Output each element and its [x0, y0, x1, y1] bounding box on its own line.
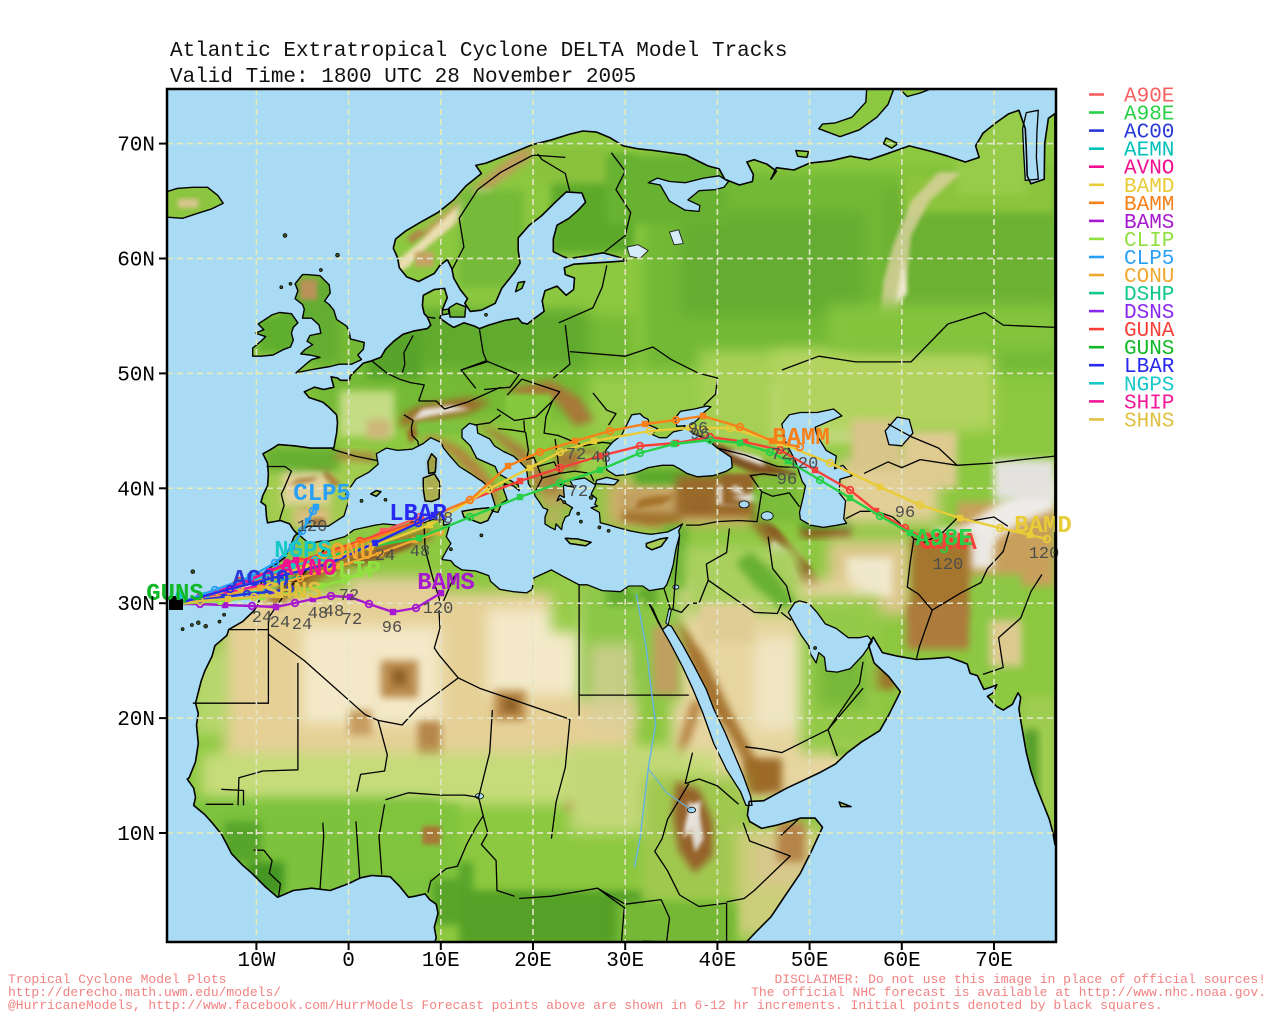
svg-text:BAMS: BAMS — [1124, 212, 1174, 235]
svg-text:The official NHC forecast is a: The official NHC forecast is available a… — [751, 985, 1266, 1000]
svg-text:20N: 20N — [117, 709, 155, 732]
svg-text:72: 72 — [566, 446, 586, 465]
svg-text:48: 48 — [308, 605, 328, 624]
svg-text:BAMD: BAMD — [1124, 176, 1174, 199]
svg-text:CONU: CONU — [316, 540, 374, 567]
svg-text:CLP5: CLP5 — [1124, 248, 1174, 271]
svg-text:CONU: CONU — [1124, 266, 1174, 289]
svg-text:DSHP: DSHP — [1124, 284, 1174, 307]
svg-text:Atlantic Extratropical Cyclone: Atlantic Extratropical Cyclone DELTA Mod… — [170, 40, 788, 63]
svg-text:DISCLAIMER: Do not use this im: DISCLAIMER: Do not use this image in pla… — [775, 972, 1266, 987]
svg-text:24: 24 — [292, 616, 312, 635]
svg-text:NGPS: NGPS — [274, 538, 332, 565]
svg-text:A90E: A90E — [1124, 86, 1174, 109]
svg-text:20E: 20E — [514, 950, 552, 973]
svg-text:BAMM: BAMM — [1124, 194, 1174, 217]
svg-text:96: 96 — [688, 420, 708, 439]
svg-text:SHNS: SHNS — [1124, 410, 1174, 433]
svg-text:AC00: AC00 — [232, 567, 290, 594]
svg-text:40N: 40N — [117, 479, 155, 502]
svg-text:30E: 30E — [606, 950, 644, 973]
svg-text:120: 120 — [297, 518, 328, 537]
svg-text:Valid Time: 1800 UTC 28 Novemb: Valid Time: 1800 UTC 28 November 2005 — [170, 66, 636, 89]
svg-text:CLIP: CLIP — [1124, 230, 1174, 253]
svg-text:48: 48 — [324, 603, 344, 622]
svg-text:http://derecho.math.uwm.edu/mo: http://derecho.math.uwm.edu/models/ — [8, 985, 281, 1000]
svg-text:96: 96 — [382, 619, 402, 638]
svg-text:AVNO: AVNO — [1124, 158, 1174, 181]
svg-text:72: 72 — [342, 611, 362, 630]
svg-text:NGPS: NGPS — [1124, 374, 1174, 397]
svg-text:70N: 70N — [117, 135, 155, 158]
svg-text:60E: 60E — [883, 950, 921, 973]
svg-text:10N: 10N — [117, 824, 155, 847]
svg-text:BAMS: BAMS — [417, 570, 475, 597]
svg-text:96: 96 — [690, 426, 710, 445]
svg-text:10E: 10E — [422, 950, 460, 973]
svg-text:SHNS: SHNS — [264, 579, 322, 606]
svg-text:48: 48 — [410, 543, 430, 562]
svg-text:A98E: A98E — [1124, 104, 1174, 127]
svg-text:48: 48 — [591, 449, 611, 468]
svg-text:SHIP: SHIP — [1124, 392, 1174, 415]
svg-text:72: 72 — [771, 446, 791, 465]
svg-text:BAMM: BAMM — [772, 425, 830, 452]
svg-text:50N: 50N — [117, 364, 155, 387]
svg-text:DSNS: DSNS — [1124, 302, 1174, 325]
svg-text:LBAR: LBAR — [389, 501, 447, 528]
svg-text:GUNA: GUNA — [919, 530, 977, 557]
svg-text:40E: 40E — [698, 950, 736, 973]
svg-text:120: 120 — [423, 600, 454, 619]
svg-text:GUNS: GUNS — [1124, 338, 1174, 361]
svg-text:@HurricaneModels, http://www.f: @HurricaneModels, http://www.facebook.co… — [8, 998, 1163, 1013]
svg-text:GUNS: GUNS — [146, 581, 204, 608]
svg-text:70E: 70E — [975, 950, 1013, 973]
svg-text:AC00: AC00 — [1124, 122, 1174, 145]
svg-text:48: 48 — [433, 510, 453, 529]
svg-text:AVNO: AVNO — [279, 556, 337, 583]
svg-text:96: 96 — [895, 504, 915, 523]
svg-text:GUNA: GUNA — [1124, 320, 1175, 343]
svg-text:A98E: A98E — [915, 526, 973, 553]
svg-text:120: 120 — [788, 455, 819, 474]
svg-text:72: 72 — [568, 483, 588, 502]
svg-text:96: 96 — [777, 471, 797, 490]
svg-text:24: 24 — [375, 547, 395, 566]
svg-text:30N: 30N — [117, 594, 155, 617]
svg-text:CLP5: CLP5 — [293, 481, 351, 508]
svg-text:10W: 10W — [237, 950, 275, 973]
svg-text:24: 24 — [270, 614, 290, 633]
svg-text:LBAR: LBAR — [1124, 356, 1175, 379]
svg-text:Tropical Cyclone Model Plots: Tropical Cyclone Model Plots — [8, 972, 226, 987]
svg-text:CLIP: CLIP — [323, 558, 381, 585]
svg-text:BAMD: BAMD — [1014, 513, 1072, 540]
svg-text:AEMN: AEMN — [1124, 140, 1174, 163]
svg-text:50E: 50E — [791, 950, 829, 973]
svg-text:0: 0 — [342, 950, 355, 973]
svg-text:24: 24 — [252, 609, 272, 628]
svg-text:60N: 60N — [117, 250, 155, 273]
svg-text:120: 120 — [1029, 545, 1060, 564]
svg-text:72: 72 — [339, 587, 359, 606]
svg-text:120: 120 — [933, 556, 964, 575]
